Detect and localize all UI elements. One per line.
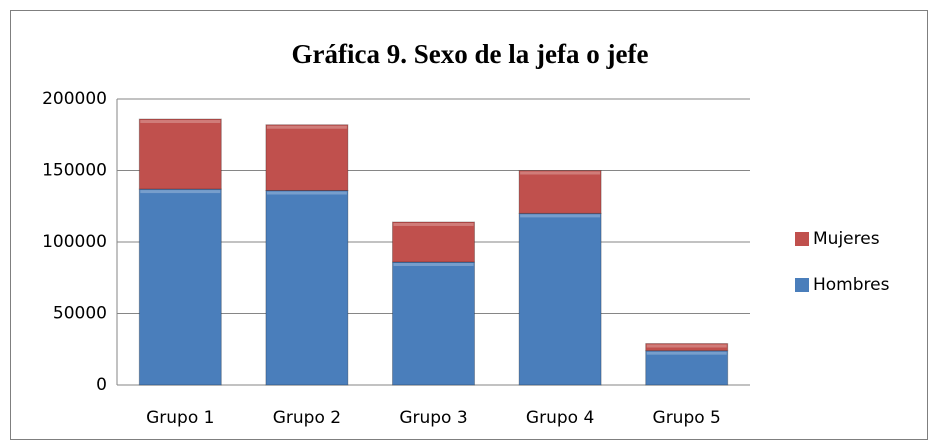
legend-swatch: [795, 232, 809, 246]
x-tick-label: Grupo 3: [399, 408, 467, 428]
bar-highlight: [266, 191, 347, 195]
x-tick-label: Grupo 4: [526, 408, 594, 428]
y-tick-label: 50000: [53, 304, 107, 324]
bar-segment: [138, 188, 222, 386]
bar-highlight: [520, 214, 601, 218]
chart-title: Gráfica 9. Sexo de la jefa o jefe: [292, 39, 649, 69]
bar-highlight: [266, 125, 347, 129]
x-tick-label: Grupo 1: [146, 408, 214, 428]
x-tick-label: Grupo 2: [273, 408, 341, 428]
bar-segment: [265, 190, 349, 386]
bar-highlight: [646, 351, 727, 355]
y-tick-label: 150000: [42, 161, 107, 181]
bar-highlight: [393, 222, 474, 226]
bar-highlight: [393, 263, 474, 267]
x-tick-label: Grupo 5: [653, 408, 721, 428]
legend-swatch: [795, 278, 809, 292]
legend-label: Mujeres: [813, 229, 880, 249]
bar-highlight: [520, 171, 601, 175]
bar-highlight: [140, 190, 221, 194]
y-tick-label: 0: [96, 375, 107, 395]
legend-label: Hombres: [813, 275, 890, 295]
y-tick-label: 100000: [42, 232, 107, 252]
bar-segment: [518, 170, 602, 214]
bar-segment: [645, 343, 729, 352]
bar-segment: [392, 221, 475, 263]
bar-segment: [518, 212, 602, 386]
bar-segment: [392, 261, 475, 386]
bar-highlight: [646, 344, 727, 348]
bar-segment: [138, 118, 222, 190]
bar-segment: [645, 350, 729, 386]
bar-highlight: [140, 120, 221, 124]
y-tick-label: 200000: [42, 89, 107, 109]
bar-segment: [265, 124, 349, 192]
